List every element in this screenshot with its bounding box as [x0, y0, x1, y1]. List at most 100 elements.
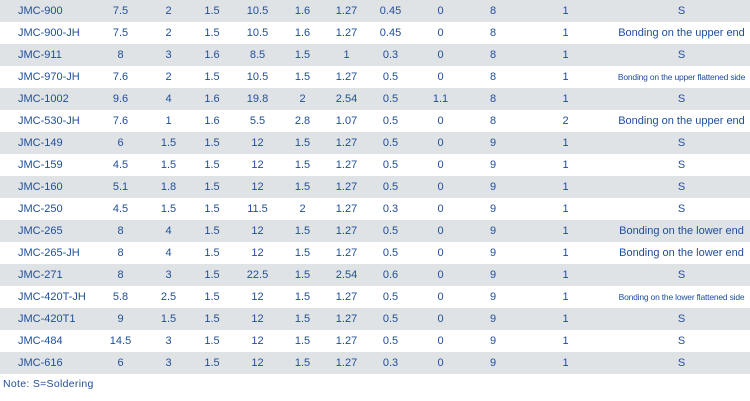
connection-cell: S — [613, 0, 750, 22]
value-cell: 2.8 — [280, 110, 325, 132]
value-cell: 6 — [93, 132, 148, 154]
model-cell: JMC-420T-JH — [0, 286, 93, 308]
value-cell: 8 — [468, 0, 518, 22]
value-cell: 1.5 — [189, 132, 235, 154]
value-cell: 7.5 — [93, 22, 148, 44]
value-cell: 8 — [468, 66, 518, 88]
model-cell: JMC-250 — [0, 198, 93, 220]
value-cell: 1.5 — [148, 132, 189, 154]
value-cell: 1.27 — [325, 308, 368, 330]
value-cell: 0.5 — [368, 286, 413, 308]
value-cell: 1.27 — [325, 0, 368, 22]
value-cell: 1.5 — [189, 154, 235, 176]
value-cell: 1 — [518, 220, 613, 242]
value-cell: 1.5 — [280, 330, 325, 352]
value-cell: 12 — [235, 132, 280, 154]
value-cell: 7.6 — [93, 66, 148, 88]
value-cell: 8.5 — [235, 44, 280, 66]
value-cell: 1.5 — [189, 264, 235, 286]
value-cell: 0 — [413, 308, 468, 330]
value-cell: 10.5 — [235, 0, 280, 22]
value-cell: 1 — [518, 264, 613, 286]
value-cell: 0 — [413, 220, 468, 242]
value-cell: 8 — [468, 110, 518, 132]
value-cell: 12 — [235, 154, 280, 176]
model-cell: JMC-420T1 — [0, 308, 93, 330]
model-cell: JMC-149 — [0, 132, 93, 154]
table-row: JMC-484 14.5 3 1.5 12 1.5 1.27 0.5 0 9 1 S — [0, 330, 750, 352]
value-cell: 1.6 — [189, 44, 235, 66]
value-cell: 1.27 — [325, 176, 368, 198]
value-cell: 22.5 — [235, 264, 280, 286]
value-cell: 19.8 — [235, 88, 280, 110]
value-cell: 8 — [93, 220, 148, 242]
value-cell: 1.5 — [148, 198, 189, 220]
value-cell: 0 — [413, 66, 468, 88]
value-cell: 1.5 — [189, 0, 235, 22]
value-cell: 5.5 — [235, 110, 280, 132]
value-cell: 0 — [413, 286, 468, 308]
value-cell: 12 — [235, 242, 280, 264]
value-cell: 0 — [413, 154, 468, 176]
value-cell: 1.5 — [280, 352, 325, 374]
value-cell: 1 — [518, 308, 613, 330]
value-cell: 12 — [235, 220, 280, 242]
value-cell: 5.8 — [93, 286, 148, 308]
value-cell: 9 — [468, 220, 518, 242]
table-row: JMC-900-JH 7.5 2 1.5 10.5 1.6 1.27 0.45 0 8 1 Bondi… — [0, 22, 750, 44]
connection-cell: S — [613, 264, 750, 286]
value-cell: 1.5 — [189, 242, 235, 264]
value-cell: 2.54 — [325, 264, 368, 286]
value-cell: 3 — [148, 44, 189, 66]
value-cell: 1.6 — [189, 110, 235, 132]
model-cell: JMC-616 — [0, 352, 93, 374]
model-cell: JMC-271 — [0, 264, 93, 286]
value-cell: 9 — [468, 264, 518, 286]
value-cell: 0.5 — [368, 176, 413, 198]
value-cell: 1 — [518, 242, 613, 264]
value-cell: 1 — [325, 44, 368, 66]
value-cell: 9 — [468, 154, 518, 176]
connection-cell: Bonding on the upper flattened side — [613, 66, 750, 88]
value-cell: 0.5 — [368, 220, 413, 242]
value-cell: 4.5 — [93, 154, 148, 176]
table-row: JMC-616 6 3 1.5 12 1.5 1.27 0.3 0 9 1 S — [0, 352, 750, 374]
table-note: Note: S=Soldering — [3, 378, 94, 390]
connection-cell: S — [613, 330, 750, 352]
model-cell: JMC-970-JH — [0, 66, 93, 88]
connection-cell: S — [613, 44, 750, 66]
value-cell: 1 — [518, 132, 613, 154]
spec-table: JMC-900 7.5 2 1.5 10.5 1.6 1.27 0.45 0 8 1 S JMC-900… — [0, 0, 750, 374]
value-cell: 1 — [518, 0, 613, 22]
value-cell: 1.5 — [280, 66, 325, 88]
connection-cell: S — [613, 154, 750, 176]
value-cell: 8 — [93, 44, 148, 66]
value-cell: 1.5 — [280, 176, 325, 198]
value-cell: 1.6 — [189, 88, 235, 110]
value-cell: 1 — [518, 22, 613, 44]
value-cell: 0.5 — [368, 330, 413, 352]
value-cell: 0.5 — [368, 308, 413, 330]
value-cell: 12 — [235, 176, 280, 198]
value-cell: 2 — [280, 198, 325, 220]
value-cell: 3 — [148, 330, 189, 352]
connection-cell: Bonding on the upper end — [613, 110, 750, 132]
value-cell: 1.5 — [189, 330, 235, 352]
value-cell: 0 — [413, 352, 468, 374]
value-cell: 1.5 — [280, 286, 325, 308]
connection-cell: S — [613, 176, 750, 198]
value-cell: 0 — [413, 330, 468, 352]
model-cell: JMC-911 — [0, 44, 93, 66]
value-cell: 1.5 — [280, 220, 325, 242]
value-cell: 1 — [518, 66, 613, 88]
table-row: JMC-271 8 3 1.5 22.5 1.5 2.54 0.6 0 9 1 S — [0, 264, 750, 286]
value-cell: 1 — [518, 44, 613, 66]
value-cell: 1 — [518, 352, 613, 374]
connection-cell: Bonding on the lower end — [613, 242, 750, 264]
model-cell: JMC-159 — [0, 154, 93, 176]
value-cell: 0 — [413, 132, 468, 154]
connection-cell: Bonding on the upper end — [613, 22, 750, 44]
value-cell: 0.6 — [368, 264, 413, 286]
value-cell: 0.3 — [368, 198, 413, 220]
value-cell: 3 — [148, 264, 189, 286]
